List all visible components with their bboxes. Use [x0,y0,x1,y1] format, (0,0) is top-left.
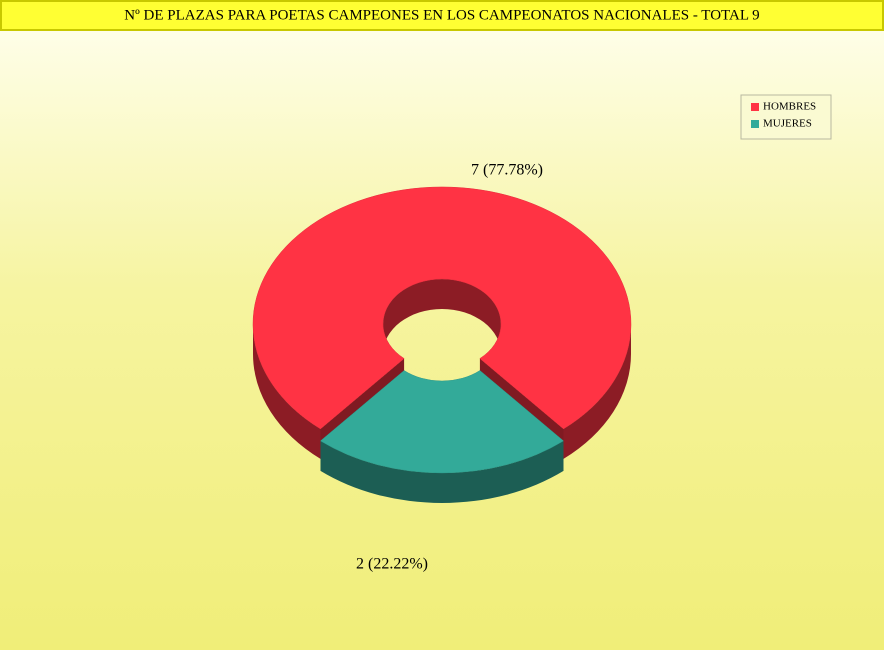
chart-title: Nº DE PLAZAS PARA POETAS CAMPEONES EN LO… [124,7,759,23]
slice-outer-wall [563,324,631,459]
legend [740,94,832,140]
data-label: 7 (77.78%) [471,162,543,179]
slice [320,370,564,474]
slice-inner-wall [383,279,501,354]
slice [252,186,632,430]
legend-items: HOMBRES MUJERES [751,101,816,130]
pie: 7 (77.78%) 2 (22.22%) [252,162,632,573]
slice-tops [252,186,632,474]
legend-label: MUJERES [763,118,812,130]
legend-swatch [751,120,759,128]
title-bar [0,0,884,31]
slice-outer-wall [320,440,564,503]
legend-swatch [751,103,759,111]
slice-outer-wall [253,324,321,459]
legend-label: HOMBRES [763,101,816,113]
data-label: 2 (22.22%) [356,556,428,573]
